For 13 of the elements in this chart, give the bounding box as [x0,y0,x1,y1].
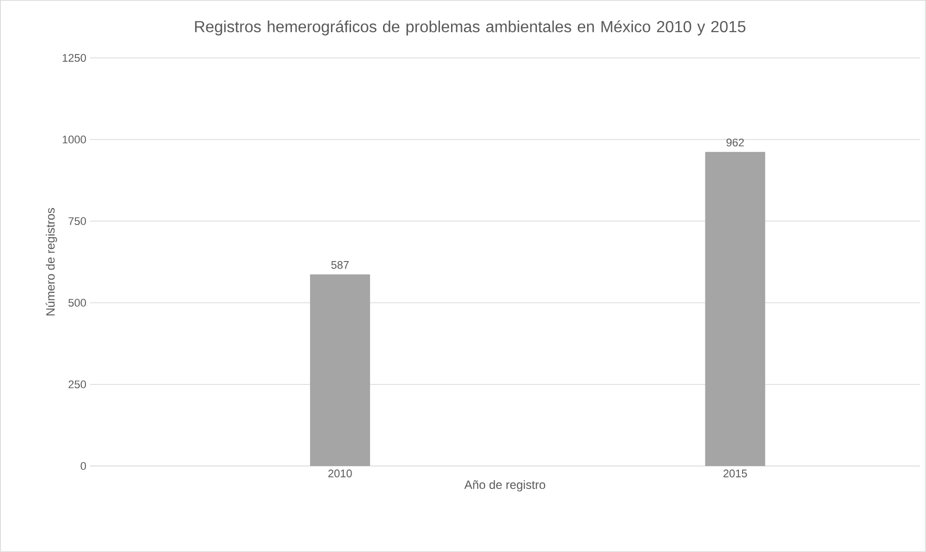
y-tick-label: 750 [68,217,86,226]
chart-title: Registros hemerográficos de problemas ambientales en México 2010 y 2015 [195,20,746,36]
y-tick-label: 1000 [62,136,86,144]
data-label: 962 [726,138,744,146]
y-tick-label: 500 [68,298,86,307]
x-axis-title: Año de registro [464,480,546,492]
y-tick-label: 1250 [62,54,86,62]
y-axis-title: Número de registros [46,208,58,316]
x-tick-label: 2015 [723,470,747,478]
y-tick-label: 250 [68,380,86,388]
y-tick-label: 0 [80,462,86,470]
data-label: 587 [331,261,349,269]
x-tick-label: 2010 [328,470,352,478]
